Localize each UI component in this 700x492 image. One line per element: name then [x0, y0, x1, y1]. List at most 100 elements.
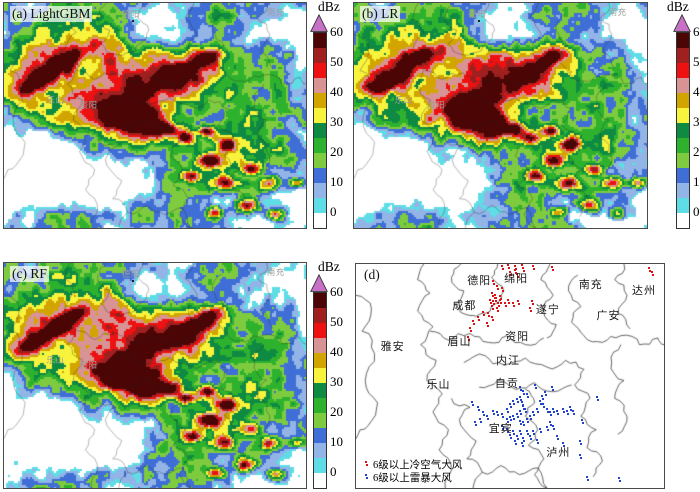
colorbar-lr: dBz 0 10 20 30 40 50 60 — [667, 0, 700, 234]
colorbar-bar — [313, 292, 327, 489]
thunderstorm-gale-point — [545, 425, 548, 428]
thunderstorm-gale-point — [551, 407, 554, 410]
colorbar-tick-label: 60 — [693, 24, 700, 39]
cold-air-gale-point — [491, 316, 494, 319]
colorbar-segment — [677, 153, 689, 168]
thunderstorm-gale-point — [578, 440, 581, 443]
radar-panel-rf: (c) RF 德阳 乐山 资阳 南充 — [3, 262, 307, 489]
cold-air-gale-point — [491, 304, 494, 307]
colorbar-segment — [677, 123, 689, 138]
thunderstorm-gale-point — [541, 402, 544, 405]
colorbar-tick-label: 10 — [693, 174, 700, 189]
colorbar-segment — [314, 398, 326, 413]
cold-air-gale-point — [512, 301, 515, 304]
thunderstorm-gale-point — [618, 477, 621, 480]
colorbar-segment — [314, 383, 326, 398]
colorbar-title: dBz — [318, 259, 340, 274]
radar-city-label: 乐山 — [46, 94, 65, 105]
cold-air-gale-point — [491, 291, 494, 294]
colorbar-segment — [677, 138, 689, 153]
cold-air-gale-point — [487, 311, 490, 314]
thunderstorm-gale-point — [545, 407, 548, 410]
thunderstorm-gale-point — [516, 412, 519, 415]
colorbar-segment — [314, 123, 326, 138]
cold-air-gale-point — [500, 286, 503, 289]
colorbar-segment — [314, 183, 326, 198]
colorbar-title: dBz — [667, 0, 689, 14]
thunderstorm-gale-point — [479, 417, 482, 420]
cold-air-gale-point — [650, 270, 653, 273]
map-legend: 6级以上冷空气大风 6级以上雷暴大风 — [363, 459, 462, 485]
legend-label: 6级以上雷暴大风 — [373, 473, 452, 484]
city-label: 宜宾 — [488, 422, 513, 435]
cold-air-gale-point — [521, 266, 524, 269]
colorbar-segment — [314, 368, 326, 383]
colorbar-segment — [314, 153, 326, 168]
cold-air-gale-point — [513, 268, 516, 271]
city-label: 达州 — [631, 284, 656, 297]
cold-air-gale-point — [529, 306, 532, 309]
cold-air-gale-point — [530, 299, 533, 302]
colorbar-tick-label: 10 — [330, 434, 343, 449]
colorbar-segment — [314, 443, 326, 458]
thunderstorm-gale-point — [521, 420, 524, 423]
cold-air-gale-point — [494, 293, 497, 296]
colorbar-segment — [314, 308, 326, 323]
thunderstorm-gale-point — [531, 410, 534, 413]
colorbar-tick-label: 0 — [330, 204, 337, 219]
radar-city-label: 南充 — [266, 7, 285, 17]
city-label: 雅安 — [380, 341, 405, 354]
cold-air-gale-point — [496, 301, 499, 304]
colorbar-segment — [677, 33, 689, 48]
cold-air-gale-point — [507, 298, 510, 301]
cold-air-gale-point — [507, 264, 510, 267]
thunderstorm-gale-point — [512, 414, 515, 417]
radar-city-label: 乐山 — [394, 94, 413, 105]
thunderstorm-gale-point — [500, 424, 503, 427]
city-dot-icon — [131, 20, 134, 23]
colorbar-segment — [314, 413, 326, 428]
colorbar-lightgbm: dBz 0 10 20 30 40 50 60 — [310, 0, 361, 234]
cold-air-gale-point — [504, 301, 507, 304]
thunderstorm-gale-point — [518, 430, 521, 433]
cold-air-gale-point — [517, 299, 519, 302]
colorbar-segment — [314, 168, 326, 183]
thunderstorm-gale-point — [535, 439, 538, 442]
colorbar-tick-label: 50 — [330, 314, 343, 329]
cold-air-gale-point — [467, 336, 470, 339]
thunderstorm-gale-point — [525, 417, 528, 420]
cold-air-gale-point — [496, 284, 499, 287]
cold-air-gale-point — [496, 306, 499, 309]
panel-label-c: (c) RF — [10, 266, 49, 282]
thunderstorm-gale-point — [538, 427, 541, 430]
thunderstorm-gale-point — [518, 419, 521, 422]
colorbar-segment — [677, 183, 689, 198]
city-dot-icon — [478, 20, 481, 23]
panel-label-b: (b) LR — [360, 6, 401, 22]
colorbar-tick-label: 50 — [330, 54, 343, 69]
city-label: 乐山 — [426, 378, 451, 391]
cold-air-gale-point — [492, 299, 495, 302]
legend-item-thunderstorm-gale: 6级以上雷暴大风 — [363, 472, 462, 485]
colorbar-tick-label: 0 — [330, 464, 337, 479]
thunderstorm-gale-point — [521, 389, 524, 392]
city-label: 眉山 — [447, 336, 472, 349]
thunderstorm-gale-point — [568, 405, 571, 408]
radar-map-canvas-rf — [4, 263, 306, 488]
colorbar-segment — [677, 78, 689, 93]
thunderstorm-gale-point — [548, 410, 551, 413]
colorbar-segment — [314, 63, 326, 78]
thunderstorm-gale-point — [521, 442, 523, 445]
radar-city-label: 德阳 — [121, 269, 140, 280]
thunderstorm-gale-point — [477, 405, 480, 408]
colorbar-rf: dBz 0 10 20 30 40 50 60 — [310, 259, 361, 492]
cold-air-gale-point — [513, 264, 516, 267]
thunderstorm-gale-point — [538, 399, 541, 402]
colorbar-segment — [314, 33, 326, 48]
radar-city-label: 资阳 — [79, 100, 98, 111]
cold-air-gale-point — [488, 298, 491, 301]
cold-air-gale-point — [499, 298, 502, 301]
thunderstorm-gale-point — [486, 414, 489, 417]
thunderstorm-gale-point — [509, 415, 511, 418]
